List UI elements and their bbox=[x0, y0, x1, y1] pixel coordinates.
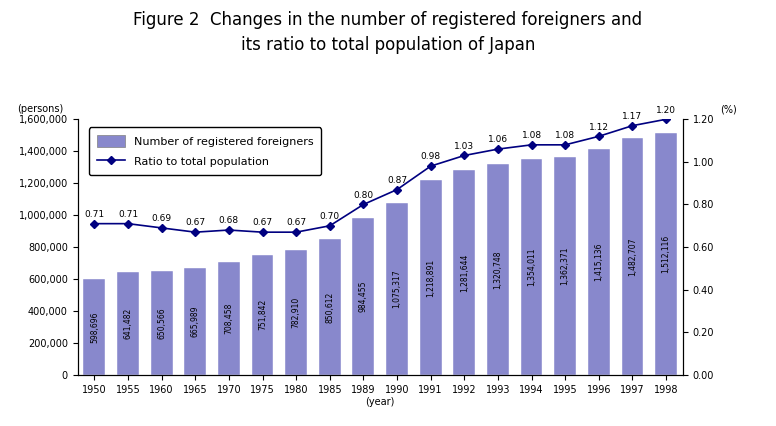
Text: 708,458: 708,458 bbox=[224, 302, 234, 334]
Text: 1.06: 1.06 bbox=[488, 135, 508, 144]
Text: 1.12: 1.12 bbox=[589, 123, 609, 132]
Text: 1,362,371: 1,362,371 bbox=[561, 247, 570, 285]
Bar bbox=[655, 133, 677, 375]
Text: 1,482,707: 1,482,707 bbox=[628, 237, 637, 276]
Text: 0.67: 0.67 bbox=[252, 219, 272, 227]
Bar bbox=[151, 271, 172, 375]
Text: 0.98: 0.98 bbox=[421, 153, 441, 161]
Text: 1,218,891: 1,218,891 bbox=[426, 259, 435, 296]
Bar bbox=[218, 262, 240, 375]
Legend: Number of registered foreigners, Ratio to total population: Number of registered foreigners, Ratio t… bbox=[89, 127, 321, 175]
Text: 0.71: 0.71 bbox=[85, 210, 105, 219]
Bar bbox=[554, 157, 576, 375]
Text: 1,512,116: 1,512,116 bbox=[662, 235, 670, 273]
Bar bbox=[420, 180, 442, 375]
Bar bbox=[453, 170, 475, 375]
Bar bbox=[588, 149, 610, 375]
Bar bbox=[319, 239, 341, 375]
Text: 1,354,011: 1,354,011 bbox=[527, 248, 536, 286]
Text: 1.20: 1.20 bbox=[656, 106, 676, 115]
Text: 1.08: 1.08 bbox=[521, 131, 542, 140]
Bar bbox=[386, 203, 408, 375]
Bar bbox=[84, 279, 106, 375]
Text: 1,320,748: 1,320,748 bbox=[494, 250, 502, 289]
Text: 0.68: 0.68 bbox=[219, 216, 239, 225]
Text: 650,566: 650,566 bbox=[158, 307, 166, 339]
Bar bbox=[487, 164, 509, 375]
Text: (%): (%) bbox=[721, 104, 737, 114]
Text: Figure 2  Changes in the number of registered foreigners and: Figure 2 Changes in the number of regist… bbox=[133, 11, 643, 29]
Text: its ratio to total population of Japan: its ratio to total population of Japan bbox=[241, 36, 535, 54]
Text: 1.03: 1.03 bbox=[454, 142, 474, 151]
Bar bbox=[251, 255, 273, 375]
Bar bbox=[352, 218, 374, 375]
Text: 0.87: 0.87 bbox=[387, 176, 407, 185]
X-axis label: (year): (year) bbox=[365, 397, 395, 407]
Text: 0.80: 0.80 bbox=[353, 191, 373, 200]
Text: 1,415,136: 1,415,136 bbox=[594, 242, 603, 281]
Text: 0.67: 0.67 bbox=[286, 219, 307, 227]
Bar bbox=[622, 138, 643, 375]
Text: 1.08: 1.08 bbox=[555, 131, 575, 140]
Text: 984,455: 984,455 bbox=[359, 280, 368, 312]
Text: 0.70: 0.70 bbox=[320, 212, 340, 221]
Text: 1,075,317: 1,075,317 bbox=[393, 270, 401, 308]
Text: 850,612: 850,612 bbox=[325, 291, 334, 322]
Bar bbox=[286, 250, 307, 375]
Bar bbox=[521, 158, 542, 375]
Text: 598,696: 598,696 bbox=[90, 311, 99, 343]
Bar bbox=[117, 272, 139, 375]
Text: 1.17: 1.17 bbox=[622, 112, 643, 121]
Text: 0.71: 0.71 bbox=[118, 210, 138, 219]
Text: 782,910: 782,910 bbox=[292, 297, 300, 328]
Text: 1,281,644: 1,281,644 bbox=[460, 253, 469, 292]
Text: (persons): (persons) bbox=[17, 104, 64, 114]
Text: 751,842: 751,842 bbox=[258, 299, 267, 331]
Text: 0.69: 0.69 bbox=[151, 214, 171, 223]
Text: 641,482: 641,482 bbox=[123, 308, 133, 339]
Bar bbox=[185, 268, 206, 375]
Text: 665,989: 665,989 bbox=[191, 306, 199, 337]
Text: 0.67: 0.67 bbox=[185, 219, 206, 227]
